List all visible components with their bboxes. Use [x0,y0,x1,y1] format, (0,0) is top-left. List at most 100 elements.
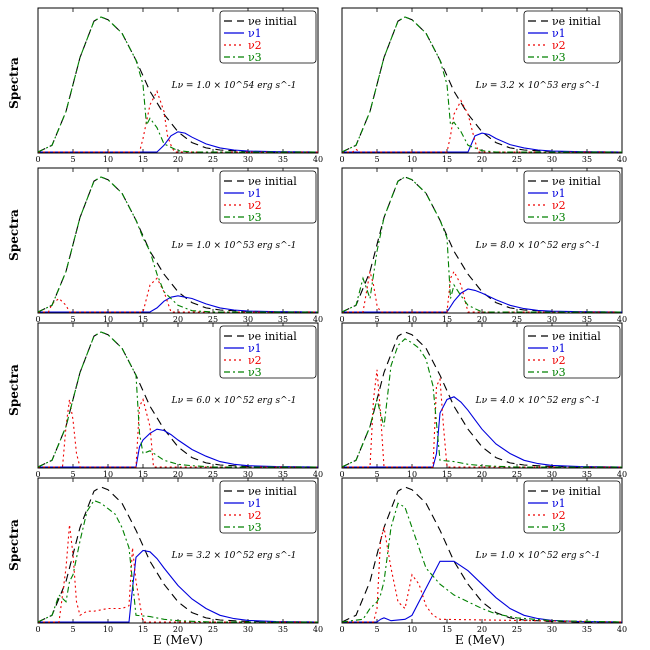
x-tick-label: 5 [374,155,379,164]
x-tick-label: 35 [582,315,592,324]
x-tick-label: 20 [477,470,487,479]
x-tick-label: 25 [208,625,218,634]
x-tick-label: 25 [208,315,218,324]
x-ticks: 0 5 10 15 20 25 30 35 40 [35,8,323,164]
legend-label: ν2 [248,39,262,52]
y-axis-label-row-1: Spectra [7,57,21,109]
legend-label: ν3 [552,366,566,379]
x-tick-label: 30 [243,315,253,324]
series-line-ν2 [342,99,622,153]
legend-label: νe initial [552,175,601,188]
x-tick-label: 5 [374,315,379,324]
y-axis-label-row-3: Spectra [7,364,21,416]
x-tick-label: 20 [173,625,183,634]
x-tick-label: 40 [313,625,323,634]
series-line-ν3 [341,176,622,313]
x-tick-label: 0 [339,470,344,479]
series-line-ν3 [341,502,623,623]
legend-label: νe initial [248,485,297,498]
x-tick-label: 20 [173,470,183,479]
x-tick-label: 35 [278,470,288,479]
legend-label: ν2 [552,199,566,212]
x-tick-label: 15 [442,155,452,164]
series-line-ν1 [38,549,319,623]
x-tick-label: 10 [407,625,417,634]
x-tick-label: 15 [442,625,452,634]
x-tick-label: 30 [547,315,557,324]
legend-label: νe initial [552,485,601,498]
legend-label: ν1 [552,497,566,510]
legend-label: ν1 [552,27,566,40]
legend-label: ν1 [248,342,262,355]
chart-panel-5: 0 5 10 15 20 25 30 35 40 Lν = 6.0 × 10^52 erg s^-… [35,322,323,479]
x-tick-label: 35 [582,470,592,479]
series-line-ν3 [37,499,318,623]
chart-panel-1: 0 5 10 15 20 25 30 35 40 Lν = 1.0 × 10^54 erg s^-… [35,7,323,164]
legend-box [219,170,317,224]
legend-label: ν3 [248,211,262,224]
y-axis-label: Spectra [7,519,21,571]
legend-box [219,325,317,379]
x-tick-label: 25 [512,315,522,324]
series-line-ν3 [37,16,318,153]
series-line-ν3 [341,338,622,468]
x-tick-label: 20 [477,155,487,164]
x-tick-label: 25 [512,625,522,634]
legend-label: νe initial [248,175,297,188]
series-line-νe-initial [37,486,319,623]
legend-box [523,325,621,379]
series-line-ν1 [342,288,623,313]
series-line-ν2 [38,89,318,153]
x-tick-label: 10 [103,470,113,479]
x-tick-label: 35 [278,155,288,164]
luminosity-label: Lν = 6.0 × 10^52 erg s^-1 [171,396,297,406]
x-tick-label: 30 [243,625,253,634]
chart-panel-2: 0 5 10 15 20 25 30 35 40 Lν = 3.2 × 10^53 erg s^-… [339,7,627,164]
legend-label: ν1 [552,342,566,355]
x-tick-label: 40 [313,155,323,164]
x-tick-label: 10 [103,625,113,634]
legend-label: ν3 [552,211,566,224]
x-axis-label-left: E (MeV) [153,633,203,647]
x-tick-label: 0 [35,625,40,634]
luminosity-label: Lν = 1.0 × 10^52 erg s^-1 [475,551,601,561]
y-axis-label: Spectra [7,209,21,261]
series-line-ν1 [38,131,319,153]
x-tick-label: 10 [103,315,113,324]
panels: 0 5 10 15 20 25 30 35 40 Lν = 1.0 × 10^54 erg s^-… [35,7,627,634]
x-tick-label: 40 [617,315,627,324]
luminosity-label: Lν = 8.0 × 10^52 erg s^-1 [475,241,601,251]
legend-box [219,480,317,534]
luminosity-label: Lν = 1.0 × 10^54 erg s^-1 [171,81,297,91]
x-tick-label: 30 [547,625,557,634]
x-tick-label: 25 [512,470,522,479]
luminosity-label: Lν = 4.0 × 10^52 erg s^-1 [475,396,601,406]
legend-label: ν1 [248,497,262,510]
legend-label: ν3 [248,366,262,379]
series-line-ν1 [38,295,319,313]
y-axis-label-row-2: Spectra [7,209,21,261]
x-tick-label: 40 [617,155,627,164]
legend-label: ν2 [552,509,566,522]
x-tick-label: 5 [374,625,379,634]
series-line-ν1 [342,560,623,623]
legend-label: ν2 [552,39,566,52]
legend-label: ν1 [248,27,262,40]
y-axis-label: Spectra [7,364,21,416]
x-tick-label: 40 [313,315,323,324]
series-line-ν3 [341,16,622,153]
x-tick-label: 15 [138,470,148,479]
chart-panel-3: 0 5 10 15 20 25 30 35 40 Lν = 1.0 × 10^53 erg s^-… [35,167,323,324]
x-tick-label: 40 [617,470,627,479]
x-tick-label: 20 [477,625,487,634]
legend-label: νe initial [552,330,601,343]
x-tick-label: 10 [407,470,417,479]
legend-label: νe initial [552,15,601,28]
